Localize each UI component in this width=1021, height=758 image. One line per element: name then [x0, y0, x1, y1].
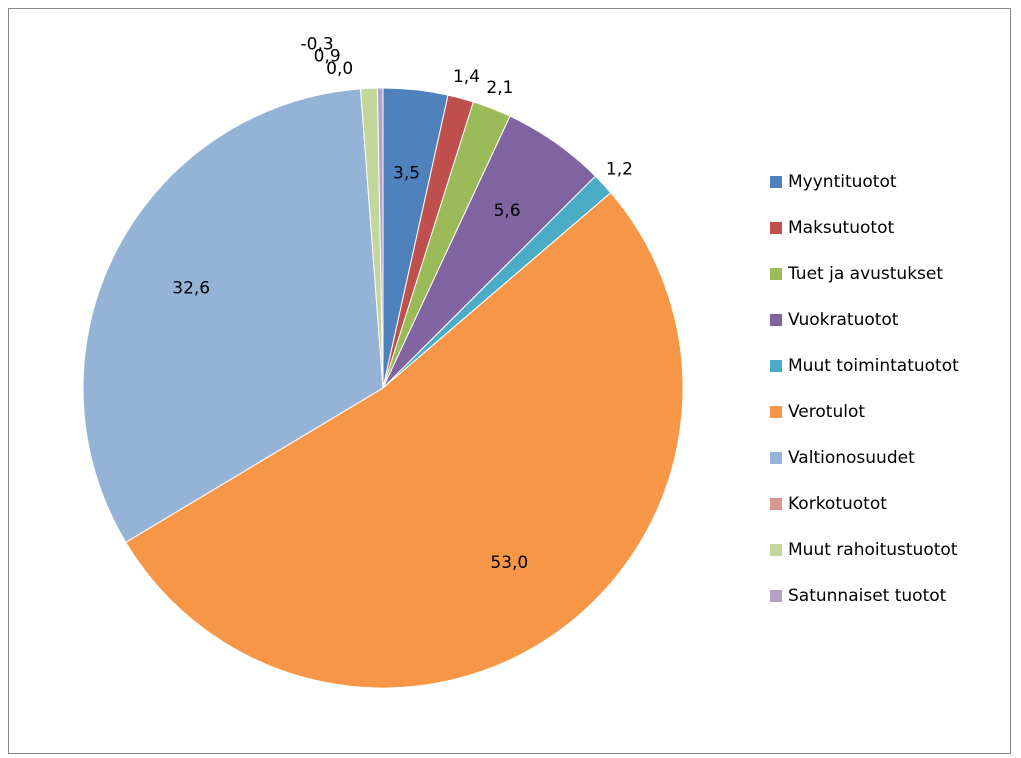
- legend-label: Muut rahoitustuotot: [788, 540, 958, 560]
- legend-swatch: [770, 360, 782, 372]
- data-label: 1,4: [453, 67, 480, 87]
- legend-swatch: [770, 544, 782, 556]
- data-label: 0,9: [314, 47, 341, 67]
- legend-label: Myyntituotot: [788, 172, 897, 192]
- legend-swatch: [770, 498, 782, 510]
- legend-label: Satunnaiset tuotot: [788, 586, 947, 606]
- pie-slice: [125, 191, 684, 689]
- legend-swatch: [770, 406, 782, 418]
- data-label: 32,6: [172, 279, 210, 299]
- data-label: 2,1: [486, 78, 513, 98]
- legend-swatch: [770, 222, 782, 234]
- pie-slice: [82, 88, 384, 543]
- data-label: 5,6: [494, 201, 521, 221]
- legend-label: Verotulot: [788, 402, 865, 422]
- legend-swatch: [770, 452, 782, 464]
- legend-label: Tuet ja avustukset: [787, 264, 943, 284]
- legend-swatch: [770, 590, 782, 602]
- legend-swatch: [770, 176, 782, 188]
- legend-label: Korkotuotot: [788, 494, 887, 514]
- data-label: 53,0: [490, 553, 528, 573]
- data-label: 1,2: [606, 159, 633, 179]
- pie-slice: [376, 87, 384, 389]
- legend-label: Vuokratuotot: [788, 310, 899, 330]
- legend-swatch: [770, 314, 782, 326]
- data-label: -0,3: [301, 34, 334, 54]
- legend-label: Valtionosuudet: [788, 448, 915, 468]
- data-label: 0,0: [326, 59, 353, 79]
- legend-swatch: [770, 268, 782, 280]
- data-label: 3,5: [393, 163, 420, 183]
- legend-label: Maksutuotot: [788, 218, 894, 238]
- legend-label: Muut toimintatuotot: [788, 356, 959, 376]
